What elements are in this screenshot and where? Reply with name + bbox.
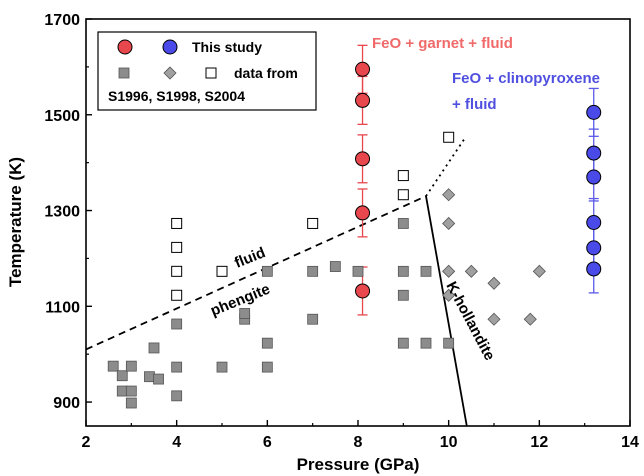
blue-circle-point	[586, 261, 602, 277]
open-square-point	[171, 289, 183, 301]
gray-square-point	[420, 265, 432, 277]
gray-square-point	[420, 337, 432, 349]
x-tick-label: 10	[440, 434, 458, 451]
gray-square-point	[144, 371, 155, 383]
gray-square-point	[261, 337, 273, 349]
annotation-cpx-field-line1: FeO + clinopyroxene	[452, 70, 600, 87]
gray-square-point	[125, 360, 137, 372]
legend-gray-diamond-marker	[163, 66, 177, 80]
gray-square-point	[443, 337, 455, 349]
red-circle-point	[355, 151, 371, 167]
blue-circle-point	[586, 240, 602, 256]
y-tick-label: 1700	[44, 12, 80, 29]
open-square-point	[443, 131, 455, 143]
gray-diamond-point	[487, 312, 501, 326]
open-square-point	[307, 217, 319, 229]
y-tick-label: 900	[53, 395, 80, 412]
gray-square-point	[116, 385, 128, 397]
gray-diamond-point	[523, 312, 537, 326]
phase-boundaries	[85, 138, 468, 427]
legend-references: S1996, S1998, S2004	[108, 88, 245, 104]
y-tick-label: 1500	[44, 108, 80, 125]
data-points	[107, 61, 602, 409]
gray-square-point	[153, 373, 164, 385]
legend-open-square-marker	[205, 67, 217, 79]
red-circle-point	[355, 92, 371, 108]
annotation-cpx-field-line2: + fluid	[452, 96, 497, 113]
open-square-point	[171, 241, 183, 253]
x-tick-label: 4	[172, 434, 181, 451]
y-axis-title: Temperature (K)	[6, 157, 25, 287]
blue-circle-point	[586, 215, 602, 230]
x-tick-label: 6	[263, 434, 272, 451]
gray-diamond-point	[442, 188, 456, 202]
open-square-point	[171, 217, 183, 229]
gray-square-point	[116, 370, 128, 382]
gray-diamond-point	[442, 288, 456, 302]
gray-diamond-point	[442, 264, 456, 278]
axis-ticks: 2 4 6 8 10 12 14 900 1100 1300 1500 1700	[44, 12, 639, 451]
gray-square-point	[397, 218, 409, 229]
blue-circle-point	[586, 104, 602, 120]
gray-square-point	[329, 261, 341, 272]
gray-square-point	[239, 308, 251, 319]
gray-diamond-point	[532, 264, 546, 278]
x-tick-label: 12	[530, 434, 548, 451]
gray-square-point	[307, 265, 319, 277]
gray-square-point	[171, 361, 183, 373]
gray-square-point	[307, 313, 319, 325]
gray-square-point	[125, 385, 137, 397]
gray-square-point	[397, 265, 409, 277]
fluid-phengite-extension	[425, 138, 466, 197]
legend-gray-square-marker	[118, 67, 130, 79]
red-circle-point	[355, 283, 371, 299]
annotation-garnet-field: FeO + garnet + fluid	[372, 35, 513, 52]
legend-blue-circle-marker	[162, 39, 178, 55]
legend: This study data from S1996, S1998, S2004	[97, 31, 317, 111]
open-square-point	[216, 265, 228, 277]
legend-data-from-label: data from	[234, 65, 298, 81]
gray-square-point	[352, 265, 364, 277]
y-tick-label: 1100	[45, 299, 80, 316]
open-square-point	[397, 189, 409, 201]
gray-square-point	[397, 289, 409, 301]
red-circle-point	[355, 61, 371, 77]
gray-square-point	[261, 361, 273, 373]
gray-square-point	[171, 318, 183, 330]
gray-square-point	[148, 342, 160, 354]
gray-diamond-point	[487, 276, 501, 290]
x-tick-label: 2	[82, 434, 91, 451]
legend-this-study-label: This study	[192, 39, 262, 55]
gray-diamond-point	[464, 264, 478, 278]
gray-square-point	[171, 390, 183, 402]
gray-square-point	[397, 337, 409, 349]
y-tick-label: 1300	[44, 204, 80, 221]
gray-square-point	[125, 397, 137, 409]
x-axis-title: Pressure (GPa)	[297, 455, 420, 474]
k-hollandite-boundary	[425, 196, 468, 427]
x-tick-label: 8	[354, 434, 363, 451]
legend-red-circle-marker	[117, 39, 133, 55]
open-square-point	[171, 265, 183, 277]
gray-square-point	[261, 265, 273, 277]
fluid-phengite-boundary	[85, 195, 427, 351]
blue-circle-point	[586, 169, 602, 185]
red-circle-point	[355, 205, 371, 221]
blue-circle-point	[586, 145, 602, 161]
x-tick-label: 14	[621, 434, 639, 451]
gray-diamond-point	[442, 216, 456, 231]
gray-square-point	[216, 361, 228, 373]
open-square-point	[397, 170, 409, 182]
gray-square-point	[107, 360, 119, 372]
